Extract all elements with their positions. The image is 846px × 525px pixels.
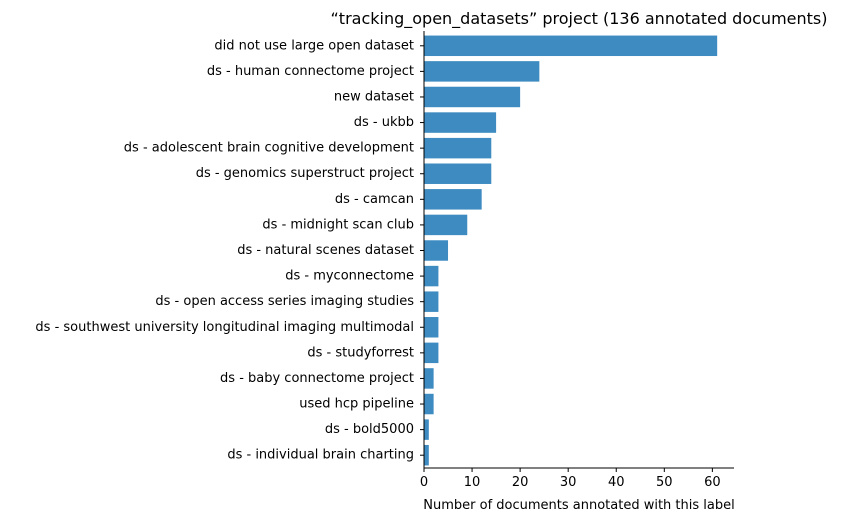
bar [424, 342, 439, 364]
y-tick-label: did not use large open dataset [214, 38, 414, 53]
bar [424, 35, 718, 57]
y-tick-label: new dataset [334, 89, 414, 104]
y-tick-label: ds - genomics superstruct project [196, 166, 414, 181]
bar [424, 214, 468, 236]
x-tick-label: 50 [656, 475, 673, 490]
bar [424, 137, 492, 159]
y-tick-label: ds - natural scenes dataset [237, 243, 414, 258]
y-tick-label: used hcp pipeline [299, 397, 414, 412]
bar [424, 393, 434, 415]
bar [424, 189, 482, 210]
bar [424, 317, 439, 338]
y-tick-label: ds - adolescent brain cognitive developm… [124, 141, 414, 156]
x-tick-label: 40 [608, 475, 625, 490]
bar [424, 444, 429, 466]
y-tick-label: ds - ukbb [354, 115, 414, 130]
y-tick-label: ds - studyforrest [307, 345, 414, 360]
bar [424, 112, 497, 133]
x-axis-label: Number of documents annotated with this … [423, 498, 734, 513]
x-tick-labels: 0 10 20 30 40 50 60 [420, 468, 721, 490]
bar [424, 240, 449, 261]
y-tick-label: ds - camcan [335, 192, 414, 207]
bar [424, 265, 439, 287]
y-tick-label: ds - individual brain charting [227, 448, 414, 463]
y-tick-label: ds - bold5000 [325, 422, 414, 437]
bar [424, 163, 492, 184]
bar [424, 61, 540, 82]
y-tick-label: ds - midnight scan club [262, 217, 414, 232]
bars-group [424, 35, 718, 466]
y-tick-label: ds - baby connectome project [220, 371, 414, 386]
bar [424, 368, 434, 389]
bar [424, 419, 429, 440]
x-tick-label: 10 [464, 475, 481, 490]
chart-title: “tracking_open_datasets” project (136 an… [331, 9, 828, 29]
y-tick-label: ds - open access series imaging studies [155, 294, 414, 309]
bar [424, 86, 521, 108]
y-tick-labels: did not use large open dataset ds - human… [35, 38, 424, 463]
x-tick-label: 20 [512, 475, 529, 490]
bar [424, 291, 439, 312]
x-tick-label: 0 [420, 475, 428, 490]
y-tick-label: ds - southwest university longitudinal i… [35, 320, 414, 335]
x-tick-label: 30 [560, 475, 577, 490]
y-tick-label: ds - myconnectome [285, 269, 414, 284]
x-tick-label: 60 [704, 475, 721, 490]
y-tick-label: ds - human connectome project [207, 64, 414, 79]
